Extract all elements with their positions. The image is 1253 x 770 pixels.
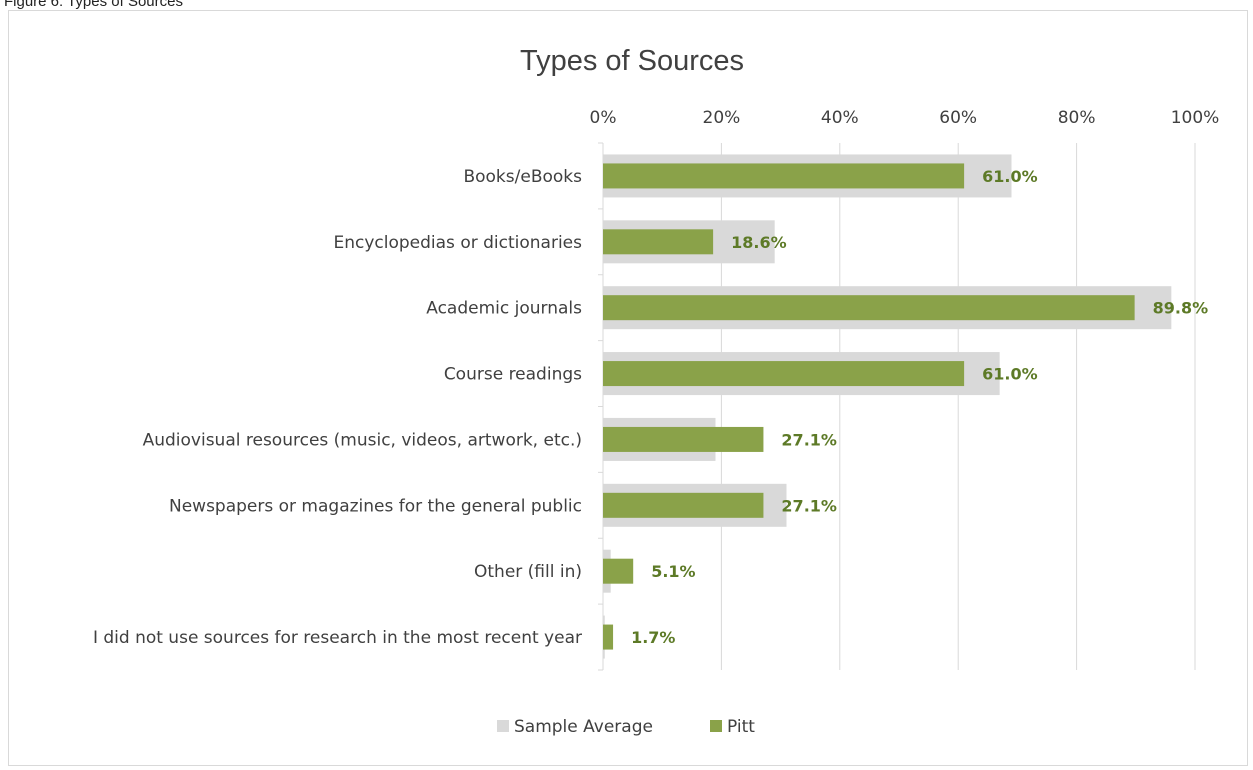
bar-pitt [603, 558, 634, 584]
chart-title: Types of Sources [520, 45, 744, 77]
category-label: I did not use sources for research in th… [93, 628, 582, 648]
category-axis [598, 142, 604, 671]
x-tick-label: 0% [590, 108, 617, 128]
legend-label-pitt: Pitt [727, 717, 755, 737]
x-axis-ticks: 0% 20% 40% 60% 80% 100% [590, 108, 1220, 128]
data-label-pitt: 61.0% [982, 365, 1038, 384]
legend-label-sample-average: Sample Average [514, 717, 653, 737]
category-label: Books/eBooks [463, 167, 582, 187]
x-tick-label: 60% [939, 108, 977, 128]
legend: Sample Average Pitt [497, 717, 755, 737]
bar-pitt [603, 163, 965, 189]
data-label-pitt: 27.1% [781, 430, 837, 449]
category-labels: Books/eBooks Encyclopedias or dictionarie… [93, 167, 582, 648]
data-label-pitt: 61.0% [982, 167, 1038, 186]
bar-pitt [603, 624, 614, 650]
legend-swatch-pitt [710, 720, 722, 732]
bar-pitt [603, 229, 714, 255]
data-label-pitt: 18.6% [731, 233, 787, 252]
x-tick-label: 40% [821, 108, 859, 128]
data-label-pitt: 5.1% [651, 562, 695, 581]
x-tick-label: 80% [1058, 108, 1096, 128]
category-label: Newspapers or magazines for the general … [169, 496, 582, 516]
figure-caption: Figure 6: Types of Sources [4, 0, 183, 10]
gridlines [720, 143, 1196, 670]
bars [603, 154, 1172, 659]
category-label: Other (fill in) [474, 562, 582, 582]
bar-pitt [603, 361, 965, 387]
data-labels: 61.0% 18.6% 89.8% 61.0% 27.1% 27.1% 5.1% 1.7% [631, 167, 1208, 647]
data-label-pitt: 1.7% [631, 628, 675, 647]
x-tick-label: 100% [1171, 108, 1220, 128]
bar-pitt [603, 492, 764, 518]
category-label: Course readings [444, 365, 582, 385]
chart-frame [8, 10, 1248, 766]
category-label: Academic journals [426, 299, 582, 319]
x-tick-label: 20% [703, 108, 741, 128]
category-label: Encyclopedias or dictionaries [333, 233, 582, 253]
legend-swatch-sample-average [497, 720, 509, 732]
data-label-pitt: 89.8% [1153, 299, 1209, 318]
bar-pitt [603, 295, 1135, 321]
category-label: Audiovisual resources (music, videos, ar… [143, 430, 582, 450]
data-label-pitt: 27.1% [781, 496, 837, 515]
bar-pitt [603, 426, 764, 452]
